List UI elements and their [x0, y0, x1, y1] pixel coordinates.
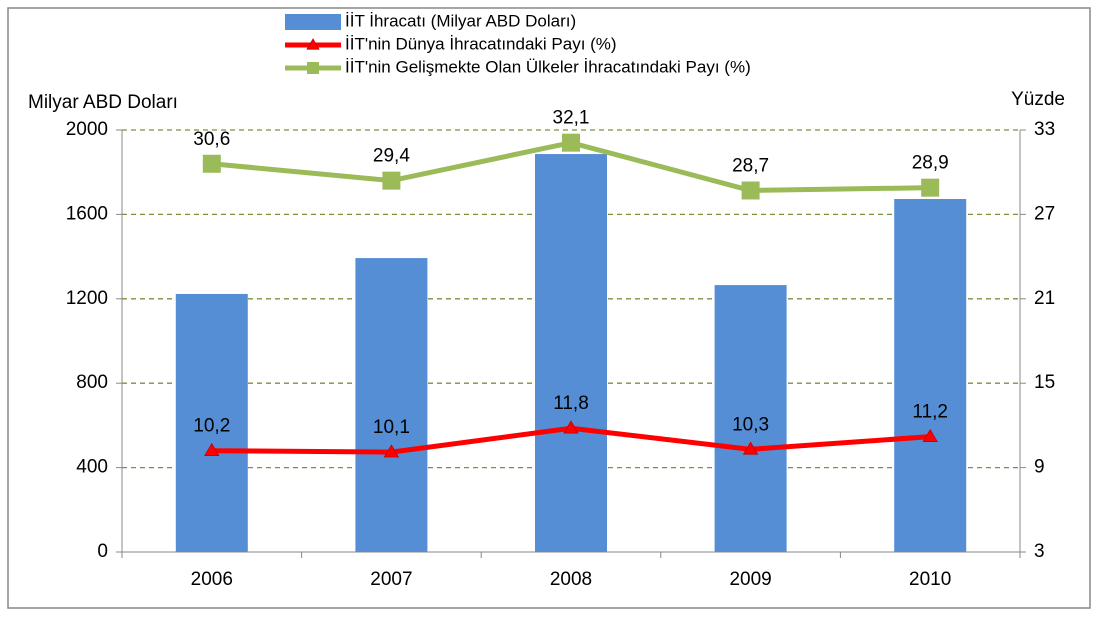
x-tick-label: 2008: [550, 569, 592, 590]
data-label: 29,4: [373, 146, 410, 167]
legend-label: İİT İhracatı (Milyar ABD Doları): [345, 11, 576, 30]
marker: [742, 441, 759, 455]
y-tick-label: 800: [76, 372, 108, 393]
legend-label: İİT'nin Dünya İhracatındaki Payı (%): [345, 34, 617, 53]
data-label: 10,3: [732, 414, 769, 435]
y2-tick-label: 27: [1034, 203, 1055, 224]
y-tick-label: 400: [76, 457, 108, 478]
data-label: 32,1: [553, 108, 590, 129]
y-tick-label: 2000: [66, 119, 108, 140]
y2-axis-label: Yüzde: [1011, 89, 1065, 110]
data-label: 11,8: [553, 393, 589, 414]
data-label: 10,2: [193, 416, 230, 437]
marker: [741, 181, 760, 200]
marker: [563, 420, 579, 434]
data-label: 30,6: [193, 129, 230, 150]
y2-tick-label: 21: [1034, 288, 1055, 309]
y2-tick-label: 15: [1034, 372, 1055, 393]
data-label: 28,7: [732, 156, 769, 177]
legend-marker: [307, 62, 319, 74]
y-tick-label: 1600: [66, 203, 108, 224]
bar: [714, 285, 787, 552]
legend-label: İİT'nin Gelişmekte Olan Ülkeler İhracatı…: [345, 57, 751, 76]
x-tick-label: 2009: [729, 569, 771, 590]
marker: [921, 178, 940, 197]
marker: [383, 444, 400, 458]
marker: [922, 428, 938, 442]
data-label: 28,9: [912, 153, 949, 174]
bar: [894, 198, 967, 552]
legend-marker: [306, 38, 320, 50]
marker: [562, 133, 580, 152]
y-tick-label: 1200: [66, 288, 108, 309]
x-tick-label: 2006: [191, 569, 233, 590]
y2-tick-label: 3: [1034, 541, 1045, 562]
y2-tick-label: 9: [1034, 457, 1045, 478]
bar: [175, 293, 248, 552]
data-label: 11,2: [912, 402, 948, 423]
bar: [355, 258, 428, 552]
y-axis-label: Milyar ABD Doları: [28, 92, 178, 113]
data-label: 10,1: [373, 417, 410, 438]
marker: [204, 442, 220, 457]
y-tick-label: 0: [97, 541, 108, 562]
x-tick-label: 2010: [909, 569, 951, 590]
y2-tick-label: 33: [1034, 119, 1055, 140]
marker: [382, 171, 401, 190]
marker: [202, 154, 221, 173]
x-tick-label: 2007: [370, 569, 412, 590]
bar: [535, 154, 607, 552]
legend-swatch: [285, 14, 341, 30]
